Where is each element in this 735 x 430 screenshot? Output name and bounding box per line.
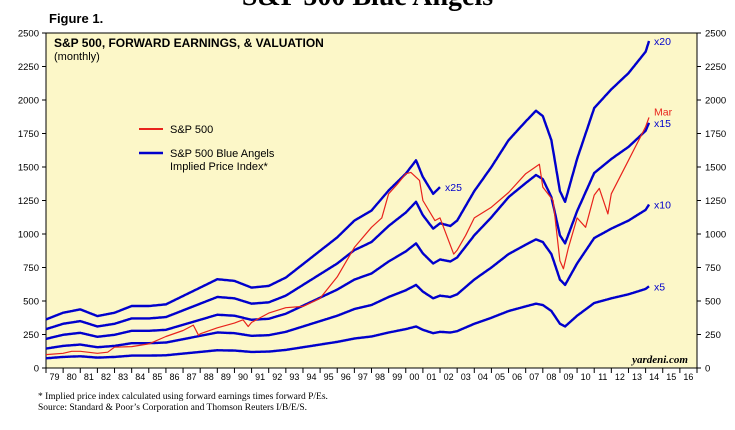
x-tick-label: 85 — [152, 372, 162, 382]
footnote-text: * Implied price index calculated using f… — [38, 392, 328, 402]
series-layer: x5 x10 x15 x20 x25 Mar — [45, 36, 673, 360]
y-axis-right: 0 250 500 750 1000 1250 1500 1750 2000 2250 2500 — [697, 29, 726, 375]
x-tick-label: 86 — [169, 372, 179, 382]
blue-angel-label-x10: x10 — [654, 200, 671, 212]
x-tick-label: 96 — [341, 372, 351, 382]
legend-label-blue-angels: S&P 500 Blue Angels — [170, 148, 275, 160]
y-axis-left: 0 250 500 750 1000 1250 1500 1750 2000 2250 2500 — [18, 29, 46, 375]
x-tick-label: 00 — [409, 372, 419, 382]
blue-angel-label-x25: x25 — [445, 182, 462, 194]
y-tick-label-right: 500 — [705, 297, 721, 308]
x-tick-label: 81 — [84, 372, 94, 382]
y-tick-label-right: 2250 — [705, 62, 726, 73]
x-tick-label: 89 — [221, 372, 231, 382]
y-tick-label-right: 0 — [705, 364, 710, 375]
y-tick-label-right: 250 — [705, 330, 721, 341]
y-tick-label-left: 250 — [23, 330, 39, 341]
sp500-end-label: Mar — [654, 106, 673, 118]
y-tick-label-right: 1750 — [705, 129, 726, 140]
watermark: yardeni.com — [630, 354, 688, 366]
x-tick-label: 10 — [581, 372, 591, 382]
x-tick-label: 06 — [512, 372, 522, 382]
source-text: Source: Standard & Poor’s Corporation an… — [38, 403, 308, 413]
x-tick-label: 03 — [461, 372, 471, 382]
x-tick-label: 16 — [683, 372, 693, 382]
x-tick-label: 02 — [444, 372, 454, 382]
x-tick-label: 11 — [598, 372, 607, 382]
y-tick-label-left: 1250 — [18, 196, 39, 207]
blue-angel-line-x5 — [45, 285, 650, 360]
x-tick-label: 90 — [238, 372, 248, 382]
y-tick-label-left: 0 — [34, 364, 39, 375]
chart-title: S&P 500, FORWARD EARNINGS, & VALUATION — [54, 36, 324, 50]
x-tick-label: 07 — [529, 372, 539, 382]
sp500-line — [45, 117, 650, 356]
y-tick-label-right: 2000 — [705, 96, 726, 107]
blue-angel-label-x5: x5 — [654, 281, 665, 293]
x-tick-label: 88 — [204, 372, 214, 382]
x-tick-label: 12 — [615, 372, 625, 382]
x-tick-label: 79 — [50, 372, 60, 382]
blue-angel-line-x15 — [45, 122, 651, 341]
y-tick-label-right: 1250 — [705, 196, 726, 207]
y-tick-label-right: 1500 — [705, 163, 726, 174]
y-tick-label-left: 2500 — [18, 29, 39, 40]
x-axis: 79 80 81 82 83 84 85 86 87 88 89 90 91 92 93 94 95 96 97 98… — [45, 368, 698, 382]
blue-angel-label-x15: x15 — [654, 118, 671, 130]
x-tick-label: 84 — [135, 372, 145, 382]
x-tick-label: 15 — [666, 372, 676, 382]
y-tick-label-left: 1500 — [18, 163, 39, 174]
x-tick-label: 93 — [289, 372, 299, 382]
y-tick-label-left: 500 — [23, 297, 39, 308]
legend: S&P 500 S&P 500 Blue Angels Implied Pric… — [139, 124, 275, 173]
y-tick-label-right: 2500 — [705, 29, 726, 40]
y-tick-label-left: 2000 — [18, 96, 39, 107]
y-tick-label-right: 750 — [705, 263, 721, 274]
blue-angel-label-x20: x20 — [654, 36, 671, 48]
x-tick-label: 14 — [649, 372, 659, 382]
blue-angel-line-x25 — [45, 159, 441, 321]
x-tick-label: 08 — [546, 372, 556, 382]
x-tick-label: 80 — [67, 372, 77, 382]
legend-label-blue-angels-line2: Implied Price Index* — [170, 161, 269, 173]
blue-angel-line-x20 — [45, 40, 651, 331]
x-tick-label: 83 — [118, 372, 128, 382]
legend-label-sp500: S&P 500 — [170, 124, 213, 136]
x-tick-label: 04 — [478, 372, 488, 382]
page-title: S&P 500 Blue Angels — [0, 0, 735, 11]
x-tick-label: 97 — [358, 372, 368, 382]
x-tick-label: 05 — [495, 372, 505, 382]
x-tick-label: 13 — [632, 372, 642, 382]
figure-label: Figure 1. — [49, 11, 104, 26]
x-tick-label: 92 — [272, 372, 282, 382]
x-tick-label: 82 — [101, 372, 111, 382]
x-tick-label: 98 — [375, 372, 385, 382]
x-tick-label: 87 — [187, 372, 197, 382]
y-tick-label-right: 1000 — [705, 230, 726, 241]
x-tick-label: 95 — [324, 372, 334, 382]
x-tick-label: 94 — [307, 372, 317, 382]
x-tick-label: 01 — [426, 372, 436, 382]
blue-angel-line-x10 — [45, 203, 651, 350]
chart-subtitle: (monthly) — [54, 51, 100, 63]
y-tick-label-left: 2250 — [18, 62, 39, 73]
y-tick-label-left: 750 — [23, 263, 39, 274]
footnote: * Implied price index calculated using f… — [38, 392, 328, 414]
x-tick-label: 91 — [255, 372, 265, 382]
y-tick-label-left: 1000 — [18, 230, 39, 241]
x-tick-label: 99 — [392, 372, 402, 382]
x-tick-label: 09 — [564, 372, 574, 382]
y-tick-label-left: 1750 — [18, 129, 39, 140]
